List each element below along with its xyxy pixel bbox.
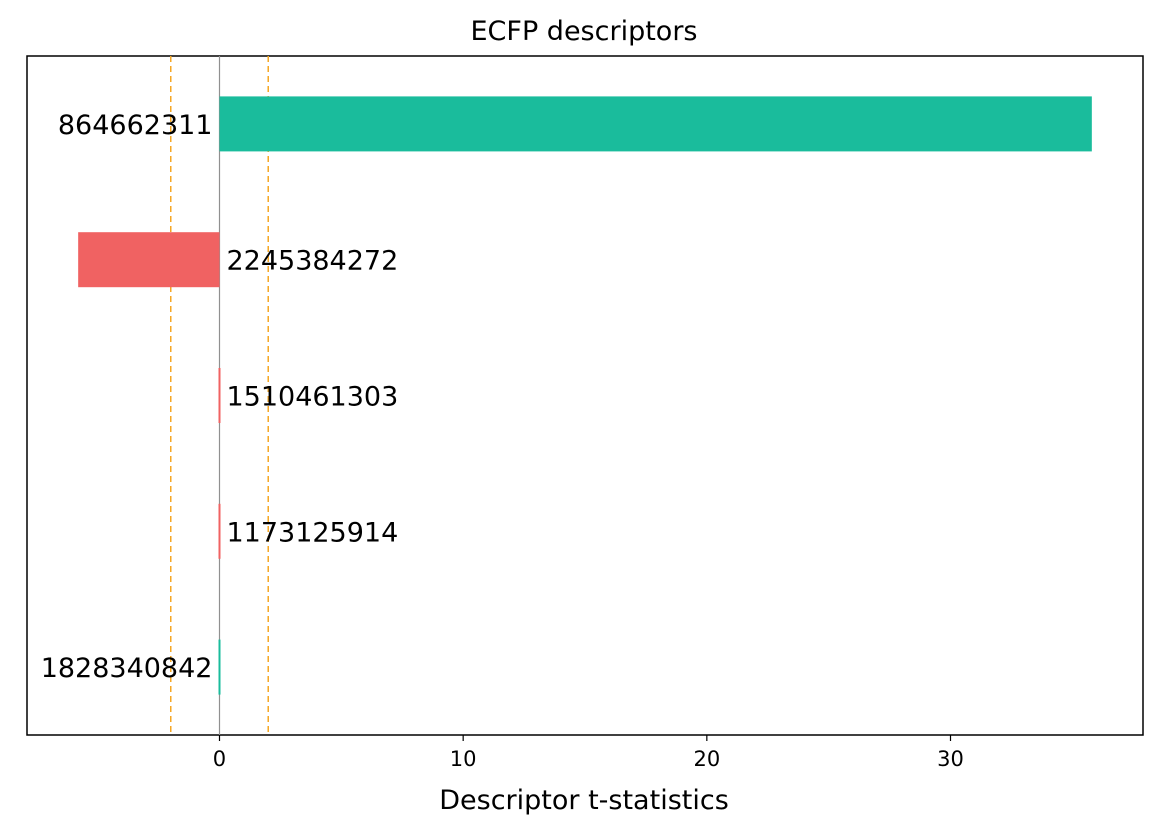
bar-label-1: 2245384272 (226, 246, 398, 277)
bar-1 (78, 232, 220, 288)
bar-3 (218, 503, 221, 559)
bar-label-3: 1173125914 (226, 517, 398, 548)
x-tick-label-0: 0 (213, 747, 226, 771)
bar-label-0: 864662311 (58, 110, 213, 141)
chart-title: ECFP descriptors (471, 16, 698, 47)
bar-4 (218, 639, 221, 695)
x-axis-ticks: 0 10 20 30 (213, 735, 964, 771)
bar-label-2: 1510461303 (226, 382, 398, 413)
bar-0 (219, 96, 1092, 152)
x-tick-label-1: 10 (450, 747, 477, 771)
plot-area: 864662311 2245384272 1510461303 1173125914 1… (26, 55, 1144, 736)
bar-label-4: 1828340842 (41, 653, 213, 684)
x-tick-label-2: 20 (693, 747, 720, 771)
x-axis-label: Descriptor t-statistics (439, 785, 729, 816)
plot-frame (26, 55, 1144, 736)
bar-2 (218, 368, 221, 423)
x-tick-label-3: 30 (937, 747, 964, 771)
